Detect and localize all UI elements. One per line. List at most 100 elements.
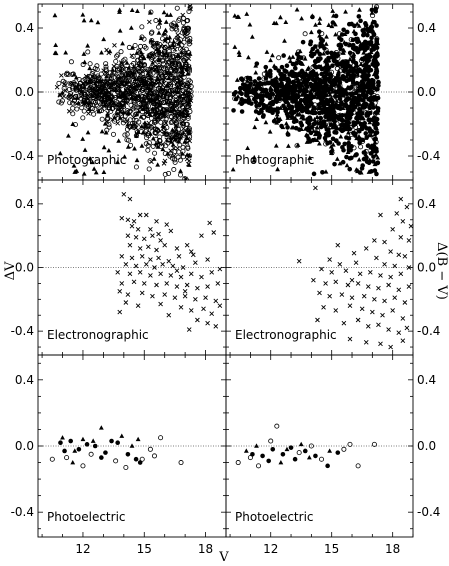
- data-point: [168, 148, 173, 154]
- data-point: [346, 85, 351, 91]
- data-point: [320, 90, 326, 95]
- data-point: [89, 86, 95, 92]
- data-point: [117, 73, 123, 79]
- data-point: [187, 5, 193, 11]
- data-point: [193, 296, 198, 302]
- data-point: [398, 234, 404, 240]
- data-point: [180, 109, 186, 115]
- data-point: [126, 44, 132, 50]
- data-point: [281, 96, 287, 102]
- data-point: [183, 131, 189, 137]
- data-point: [150, 43, 156, 48]
- data-point: [49, 456, 55, 462]
- data-point: [140, 98, 146, 103]
- data-point: [182, 293, 188, 299]
- data-point: [352, 47, 358, 52]
- data-point: [398, 271, 404, 277]
- data-point: [374, 255, 379, 261]
- data-point: [122, 154, 127, 159]
- data-point: [156, 57, 162, 62]
- panel-label: Photoelectric: [47, 510, 126, 524]
- data-point: [351, 90, 357, 96]
- data-point: [356, 133, 362, 139]
- data-point: [323, 281, 328, 286]
- data-point: [116, 138, 122, 143]
- data-point: [184, 30, 190, 36]
- data-point: [347, 42, 353, 48]
- data-point: [113, 99, 119, 105]
- data-point: [168, 74, 174, 80]
- data-point: [375, 106, 381, 111]
- data-point: [356, 128, 362, 133]
- data-point: [319, 456, 325, 462]
- data-point: [143, 45, 149, 51]
- data-point: [199, 233, 204, 239]
- data-point: [121, 191, 127, 197]
- data-point: [263, 76, 269, 81]
- panels-layer: 0.4 0.0 -0.4 Photographic 0.4 0.0 -0.4 Photogra…: [11, 3, 440, 556]
- data-point: [356, 88, 362, 93]
- data-point: [177, 52, 183, 58]
- data-point: [367, 119, 373, 125]
- data-point: [184, 58, 189, 64]
- data-point: [168, 273, 174, 278]
- data-point: [134, 111, 139, 117]
- data-point: [328, 70, 334, 76]
- data-point: [90, 159, 95, 165]
- data-point: [160, 61, 166, 67]
- data-point: [280, 89, 285, 94]
- data-point: [132, 146, 137, 151]
- data-point: [158, 238, 163, 243]
- x-tick-label: 18: [385, 542, 400, 556]
- data-point: [239, 76, 244, 82]
- data-point: [322, 78, 328, 84]
- data-point: [378, 341, 383, 347]
- data-point: [56, 99, 62, 105]
- data-point: [179, 131, 185, 136]
- data-point: [120, 109, 126, 115]
- data-point: [57, 150, 63, 156]
- data-point: [375, 160, 381, 166]
- data-point: [350, 54, 356, 60]
- data-point: [181, 94, 187, 100]
- data-point: [125, 122, 131, 127]
- data-point: [114, 104, 120, 110]
- data-point: [148, 38, 154, 43]
- data-points: [230, 4, 381, 180]
- data-point: [76, 76, 82, 82]
- data-point: [172, 87, 178, 93]
- data-points: [296, 185, 413, 350]
- data-point: [105, 112, 110, 117]
- data-point: [135, 8, 140, 14]
- data-point: [203, 295, 208, 301]
- data-point: [314, 124, 320, 130]
- data-point: [178, 304, 184, 310]
- data-point: [155, 144, 161, 149]
- data-point: [175, 130, 181, 135]
- data-point: [164, 281, 170, 286]
- data-point: [176, 254, 182, 259]
- data-point: [205, 284, 210, 289]
- data-point: [366, 142, 372, 148]
- data-point: [347, 56, 353, 61]
- data-point: [95, 19, 101, 25]
- data-point: [213, 298, 219, 304]
- data-point: [355, 463, 361, 469]
- data-point: [134, 82, 140, 88]
- data-point: [299, 74, 305, 80]
- data-point: [374, 118, 380, 124]
- data-point: [297, 111, 302, 116]
- data-point: [288, 445, 294, 450]
- data-point: [252, 124, 258, 130]
- data-point: [57, 92, 63, 97]
- data-point: [341, 40, 347, 45]
- data-point: [374, 23, 379, 28]
- data-point: [145, 109, 151, 114]
- data-point: [278, 14, 283, 20]
- data-point: [308, 41, 313, 47]
- data-point: [209, 269, 215, 275]
- data-point: [187, 188, 191, 192]
- data-point: [161, 66, 167, 72]
- data-point: [146, 166, 152, 172]
- data-point: [251, 154, 257, 160]
